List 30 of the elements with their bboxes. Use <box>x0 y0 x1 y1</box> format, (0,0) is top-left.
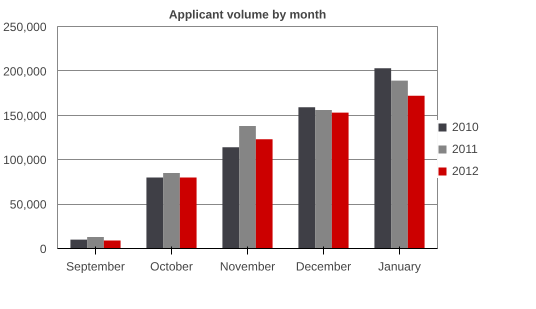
bar <box>163 173 180 248</box>
legend-label: 2012 <box>452 164 479 178</box>
x-tick-label: November <box>220 260 276 274</box>
y-tick-label: 200,000 <box>3 64 47 78</box>
bar <box>104 240 121 248</box>
legend-label: 2011 <box>452 142 478 156</box>
y-tick-label: 50,000 <box>10 198 47 212</box>
bar <box>298 107 316 248</box>
bar <box>391 80 408 248</box>
x-tick-label: December <box>296 260 352 274</box>
bar <box>315 110 332 248</box>
bar <box>70 240 88 248</box>
bar <box>239 126 256 248</box>
y-tick-label: 250,000 <box>3 20 47 34</box>
x-tick-label: September <box>66 260 125 274</box>
x-tick-label: October <box>150 260 193 274</box>
bar <box>408 96 425 248</box>
legend-label: 2010 <box>452 120 479 134</box>
bar <box>332 112 349 248</box>
bar <box>374 68 392 248</box>
bar <box>180 177 197 248</box>
bar <box>146 177 164 248</box>
bar <box>256 139 273 248</box>
x-tick-label: January <box>378 260 421 274</box>
y-tick-label: 0 <box>40 242 47 256</box>
y-tick-label: 150,000 <box>3 108 47 123</box>
bar <box>222 147 240 248</box>
y-tick-label: 100,000 <box>3 153 47 168</box>
bar <box>87 236 104 248</box>
chart-title: Applicant volume by month <box>168 8 326 22</box>
